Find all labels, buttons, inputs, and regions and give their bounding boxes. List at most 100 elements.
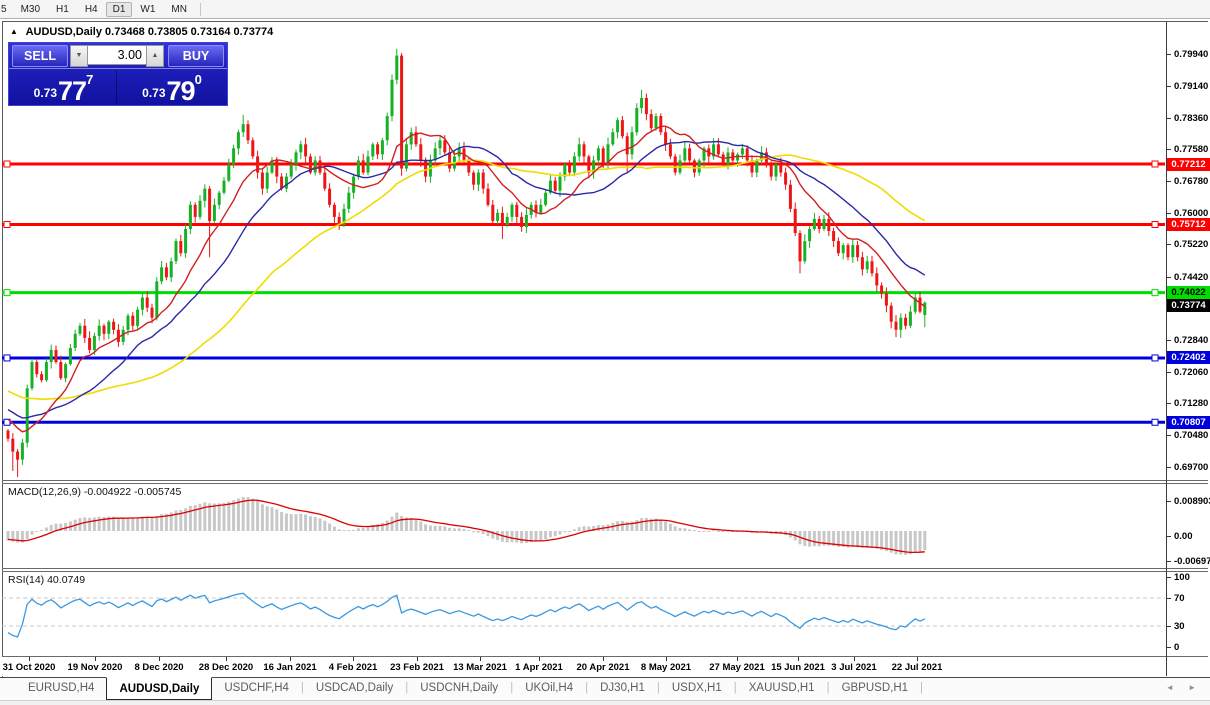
candle — [212, 198, 216, 223]
main-macd-splitter[interactable] — [2, 480, 1208, 481]
candle — [160, 261, 164, 285]
volume-input[interactable]: 3.00 — [88, 45, 146, 65]
macd-bar — [59, 523, 63, 531]
macd-pane[interactable] — [2, 484, 1165, 568]
macd-bar — [150, 517, 154, 531]
tab-usdcad-daily[interactable]: USDCAD,Daily — [315, 682, 394, 694]
macd-bar — [126, 517, 130, 531]
candle — [131, 312, 135, 331]
tab-scroll-right-icon[interactable]: ► — [1188, 683, 1202, 692]
date-tick — [917, 657, 918, 661]
candle — [198, 195, 202, 220]
timeframe-button-w1[interactable]: W1 — [140, 3, 156, 15]
macd-bar — [913, 531, 917, 553]
macd-bar — [174, 510, 178, 531]
line-handle[interactable] — [1151, 418, 1159, 426]
macd-bar — [654, 518, 658, 531]
collapse-arrow-icon[interactable]: ▲ — [10, 27, 18, 36]
line-handle[interactable] — [3, 289, 11, 297]
candle — [169, 257, 173, 282]
candle — [683, 142, 687, 164]
line-handle[interactable] — [3, 418, 11, 426]
date-tick — [353, 657, 354, 661]
line-handle[interactable] — [1151, 220, 1159, 228]
candles-series — [6, 48, 927, 477]
macd-bar — [318, 518, 322, 531]
candle — [73, 329, 77, 351]
rsi-axis-label: 30 — [1174, 621, 1185, 632]
macd-bar — [16, 531, 20, 543]
macd-axis-tick — [1167, 536, 1171, 537]
tab-xauusd-h1[interactable]: XAUUSD,H1 — [748, 682, 815, 694]
volume-increase-icon[interactable]: ▲ — [146, 45, 164, 67]
buy-button[interactable]: BUY — [168, 45, 224, 67]
timeframe-button-h4[interactable]: H4 — [84, 3, 98, 15]
candle — [222, 176, 226, 195]
price-axis[interactable]: 0.79940 0.79140 0.78360 0.77580 0.76780 0.760… — [1166, 22, 1210, 676]
ma-mid-line — [7, 140, 926, 419]
candle — [913, 292, 917, 314]
sell-button[interactable]: SELL — [12, 45, 68, 67]
macd-rsi-splitter[interactable] — [2, 568, 1208, 569]
candle — [664, 126, 668, 152]
macd-bar — [385, 520, 389, 531]
line-handle[interactable] — [1151, 354, 1159, 362]
price-chart-pane[interactable] — [2, 22, 1165, 480]
price-axis-tick — [1167, 372, 1171, 373]
tab-eurusd-h4[interactable]: EURUSD,H4 — [28, 682, 95, 694]
macd-bar — [347, 530, 351, 531]
candle — [856, 241, 860, 262]
macd-bar — [587, 526, 591, 531]
candle — [803, 234, 807, 264]
tab-gbpusd-h1[interactable]: GBPUSD,H1 — [841, 682, 909, 694]
candle — [908, 305, 912, 328]
tab-usdx-h1[interactable]: USDX,H1 — [671, 682, 722, 694]
macd-bar — [702, 531, 706, 532]
candle — [59, 355, 63, 380]
candle — [400, 53, 404, 176]
ask-price-display[interactable]: 0.73 79 0 — [119, 70, 225, 105]
macd-bar — [217, 503, 221, 531]
date-tick — [666, 657, 667, 661]
candle — [433, 142, 437, 166]
price-axis-label: 0.75220 — [1174, 239, 1209, 250]
macd-bar — [121, 518, 125, 531]
line-handle[interactable] — [3, 354, 11, 362]
timeframe-button-m30[interactable]: M30 — [20, 3, 41, 15]
tab-ukoil-h4[interactable]: UKOil,H4 — [525, 682, 574, 694]
timeframe-button-d1[interactable]: D1 — [105, 1, 133, 17]
line-handle[interactable] — [1151, 289, 1159, 297]
tab-audusd-daily[interactable]: AUDUSD,Daily — [106, 677, 213, 700]
macd-bar — [376, 524, 380, 531]
tab-usdcnh-daily[interactable]: USDCNH,Daily — [420, 682, 499, 694]
line-handle[interactable] — [1151, 160, 1159, 168]
timeframe-button-m5[interactable]: 5 — [1, 3, 7, 15]
main-macd-splitter2[interactable] — [2, 483, 1208, 484]
tab-usdchf-h4[interactable]: USDCHF,H4 — [224, 682, 289, 694]
candle — [318, 155, 322, 175]
date-axis[interactable]: 31 Oct 2020 19 Nov 2020 8 Dec 2020 28 Dec 2… — [2, 657, 1165, 676]
tab-dj30-h1[interactable]: DJ30,H1 — [600, 682, 645, 694]
tab-separator: | — [920, 682, 924, 694]
volume-decrease-icon[interactable]: ▼ — [70, 45, 88, 67]
candle — [812, 212, 816, 231]
macd-bar — [688, 529, 692, 531]
macd-rsi-splitter2[interactable] — [2, 571, 1208, 572]
macd-bar — [918, 531, 922, 552]
macd-bar — [875, 531, 879, 549]
macd-axis-tick — [1167, 561, 1171, 562]
date-label: 28 Dec 2020 — [198, 662, 254, 673]
timeframe-button-h1[interactable]: H1 — [56, 3, 69, 15]
tab-scroll-left-icon[interactable]: ◄ — [1165, 683, 1180, 692]
rsi-pane[interactable] — [2, 572, 1165, 656]
candle — [481, 169, 485, 194]
bid-price-display[interactable]: 0.73 77 7 — [11, 70, 117, 105]
macd-bar — [342, 530, 346, 531]
candle — [395, 48, 399, 85]
line-handle[interactable] — [3, 160, 11, 168]
line-handle[interactable] — [3, 220, 11, 228]
candle — [630, 126, 634, 160]
timeframe-button-mn[interactable]: MN — [171, 3, 187, 15]
candle — [774, 162, 778, 181]
candle — [448, 146, 452, 173]
